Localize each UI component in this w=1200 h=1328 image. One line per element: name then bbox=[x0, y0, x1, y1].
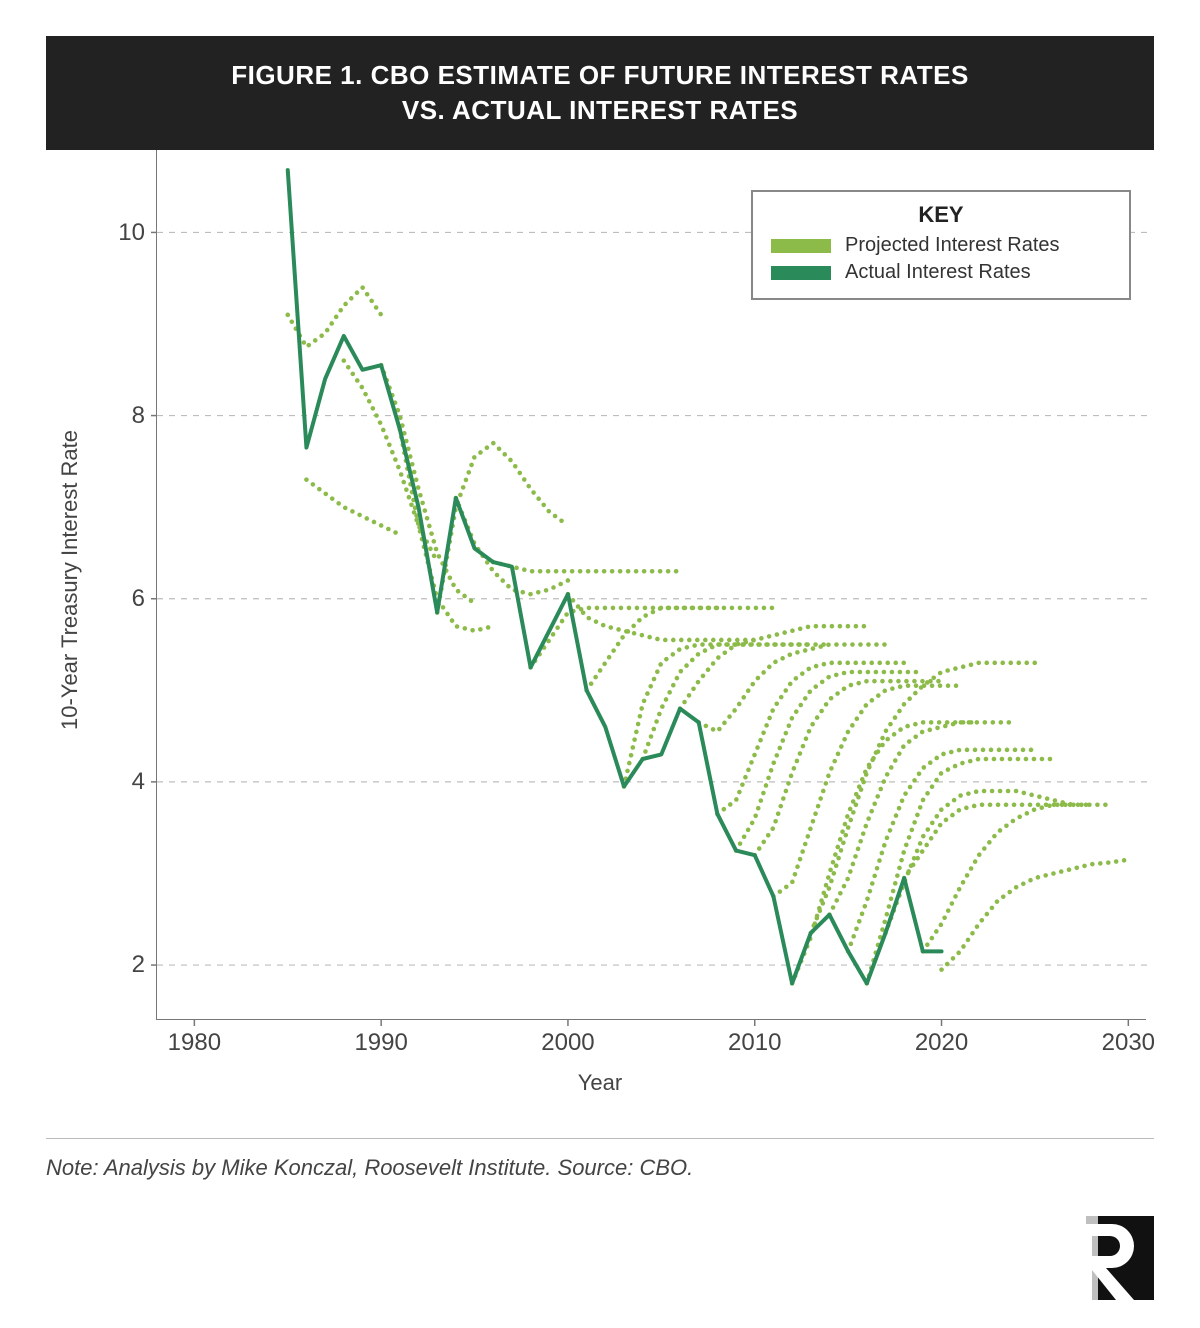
title-line-1: FIGURE 1. CBO ESTIMATE OF FUTURE INTERES… bbox=[231, 60, 969, 90]
roosevelt-logo bbox=[1070, 1216, 1154, 1300]
y-axis-label: 10-Year Treasury Interest Rate bbox=[57, 430, 83, 730]
y-tick-label: 4 bbox=[132, 768, 157, 796]
x-tick-label: 1990 bbox=[354, 1019, 407, 1057]
x-tick-label: 2020 bbox=[915, 1019, 968, 1057]
legend: KEY Projected Interest Rates Actual Inter… bbox=[751, 190, 1131, 300]
x-tick-label: 2030 bbox=[1102, 1019, 1155, 1057]
chart-title: FIGURE 1. CBO ESTIMATE OF FUTURE INTERES… bbox=[46, 36, 1154, 150]
legend-label: Actual Interest Rates bbox=[845, 261, 1031, 284]
legend-swatch bbox=[771, 239, 831, 253]
legend-swatch bbox=[771, 266, 831, 280]
chart-container: 10-Year Treasury Interest Rate 2 4 6 8 10 198… bbox=[46, 150, 1154, 1110]
x-tick-label: 2000 bbox=[541, 1019, 594, 1057]
y-tick-label: 10 bbox=[118, 219, 157, 247]
y-tick-label: 8 bbox=[132, 402, 157, 430]
legend-item: Actual Interest Rates bbox=[771, 261, 1111, 284]
source-note: Note: Analysis by Mike Konczal, Roosevel… bbox=[46, 1155, 1154, 1181]
legend-label: Projected Interest Rates bbox=[845, 234, 1060, 257]
y-tick-label: 2 bbox=[132, 951, 157, 979]
divider bbox=[46, 1138, 1154, 1139]
title-line-2: VS. ACTUAL INTEREST RATES bbox=[402, 95, 798, 125]
x-tick-label: 1980 bbox=[168, 1019, 221, 1057]
x-tick-label: 2010 bbox=[728, 1019, 781, 1057]
legend-item: Projected Interest Rates bbox=[771, 234, 1111, 257]
x-axis-label: Year bbox=[46, 1070, 1154, 1096]
y-tick-label: 6 bbox=[132, 585, 157, 613]
legend-title: KEY bbox=[771, 202, 1111, 228]
